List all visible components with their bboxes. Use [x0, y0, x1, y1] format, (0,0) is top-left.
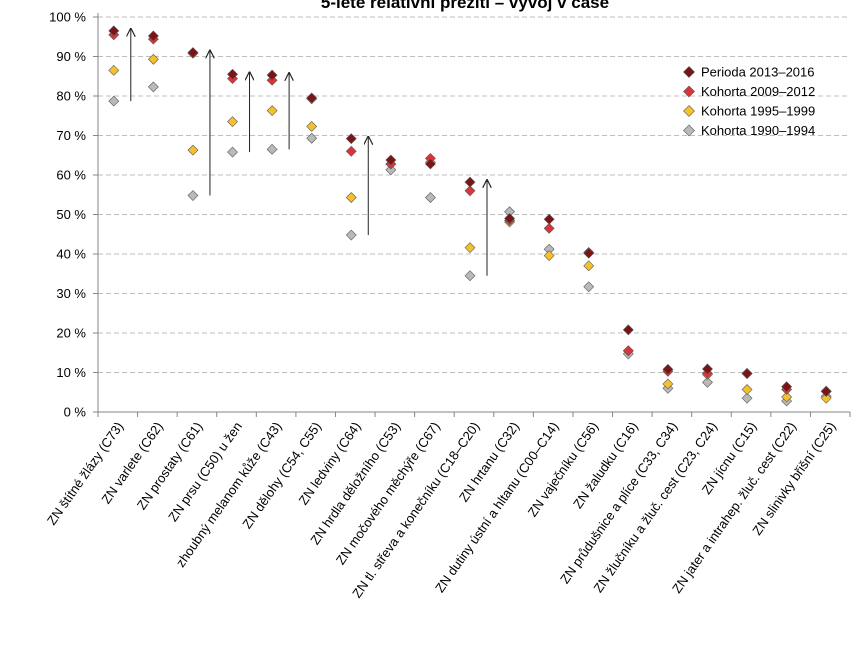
- data-point: [147, 53, 159, 65]
- data-point: [543, 213, 555, 225]
- data-point: [702, 363, 713, 375]
- y-tick-label: 80 %: [56, 89, 86, 104]
- data-point: [820, 386, 832, 397]
- data-point: [345, 133, 357, 145]
- data-point: [227, 146, 238, 158]
- data-point: [345, 192, 357, 203]
- category-label: ZN vaječníku (C56): [525, 419, 602, 519]
- data-point: [306, 92, 318, 104]
- data-point: [266, 105, 278, 117]
- data-point: [385, 154, 397, 166]
- data-point: [108, 95, 120, 107]
- data-point: [108, 64, 120, 76]
- data-point: [424, 192, 436, 203]
- legend-marker: [683, 105, 695, 117]
- y-tick-label: 70 %: [56, 128, 86, 143]
- data-point: [781, 391, 793, 403]
- legend-label: Kohorta 1995–1999: [701, 104, 815, 119]
- data-point: [108, 25, 120, 37]
- x-axis: ZN štítné žlázy (C73)ZN varlete (C62)ZN …: [44, 411, 851, 601]
- legend-marker: [683, 124, 695, 137]
- y-tick-label: 40 %: [56, 247, 86, 262]
- data-point: [820, 392, 832, 404]
- improvement-arrows: [131, 29, 487, 276]
- data-point: [424, 158, 436, 170]
- data-point: [702, 376, 713, 388]
- data-markers: [108, 25, 832, 407]
- legend-label: Kohorta 2009–2012: [701, 84, 815, 99]
- legend-label: Perioda 2013–2016: [701, 65, 815, 80]
- data-point: [543, 222, 555, 234]
- data-point: [583, 281, 595, 293]
- data-point: [662, 378, 674, 390]
- data-point: [622, 345, 634, 357]
- y-axis: 0 % 10 % 20 % 30 % 40 % 50 % 60 % 70 % 80 % 90 % 1…: [49, 10, 99, 420]
- legend-marker: [683, 66, 695, 78]
- data-point: [306, 132, 318, 144]
- data-point: [345, 229, 357, 241]
- data-point: [227, 116, 238, 128]
- data-point: [464, 270, 476, 282]
- data-point: [147, 81, 159, 93]
- data-point: [306, 120, 318, 132]
- data-point: [147, 30, 159, 42]
- data-point: [583, 247, 595, 259]
- data-point: [622, 324, 634, 336]
- data-point: [345, 145, 357, 157]
- legend-marker: [683, 85, 695, 98]
- data-point: [187, 190, 199, 201]
- data-point: [464, 242, 476, 254]
- grid-lines: [98, 16, 850, 373]
- y-tick-label: 10 %: [56, 365, 86, 380]
- data-point: [741, 384, 753, 395]
- legend-label: Kohorta 1990–1994: [701, 123, 815, 138]
- data-point: [504, 213, 516, 224]
- category-label: ZN štítné žlázy (C73): [44, 419, 126, 528]
- y-tick-label: 30 %: [56, 286, 86, 301]
- data-point: [385, 164, 397, 176]
- data-point: [464, 185, 476, 197]
- data-point: [741, 368, 753, 380]
- data-point: [662, 363, 674, 375]
- data-point: [187, 144, 199, 156]
- chart-title: 5-leté relativní přežití – vývoj v čase: [321, 0, 609, 12]
- data-point: [227, 68, 238, 80]
- legend: Perioda 2013–2016 Kohorta 2009–2012 Kohort…: [683, 65, 815, 138]
- data-point: [781, 381, 793, 393]
- category-label: ZN prsu (C50) u žen: [165, 419, 245, 524]
- data-point: [741, 392, 753, 404]
- data-point: [543, 250, 555, 262]
- data-point: [266, 69, 278, 81]
- y-tick-label: 20 %: [56, 326, 86, 341]
- data-point: [266, 143, 278, 155]
- y-tick-label: 50 %: [56, 207, 86, 222]
- y-tick-label: 60 %: [56, 168, 86, 183]
- data-point: [187, 47, 199, 58]
- data-point: [583, 260, 595, 272]
- y-tick-label: 100 %: [49, 10, 86, 25]
- data-point: [464, 176, 476, 188]
- y-tick-label: 0 %: [64, 405, 87, 420]
- y-tick-label: 90 %: [56, 49, 86, 64]
